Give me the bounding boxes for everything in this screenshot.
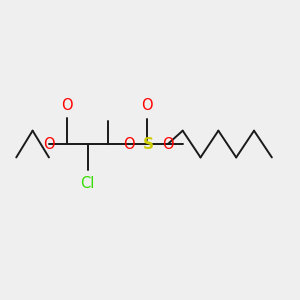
Text: O: O [61, 98, 73, 112]
Text: O: O [43, 136, 55, 152]
Text: O: O [141, 98, 153, 113]
Text: O: O [123, 136, 135, 152]
Text: O: O [162, 136, 174, 152]
Text: Cl: Cl [80, 176, 95, 190]
Text: S: S [143, 136, 154, 152]
